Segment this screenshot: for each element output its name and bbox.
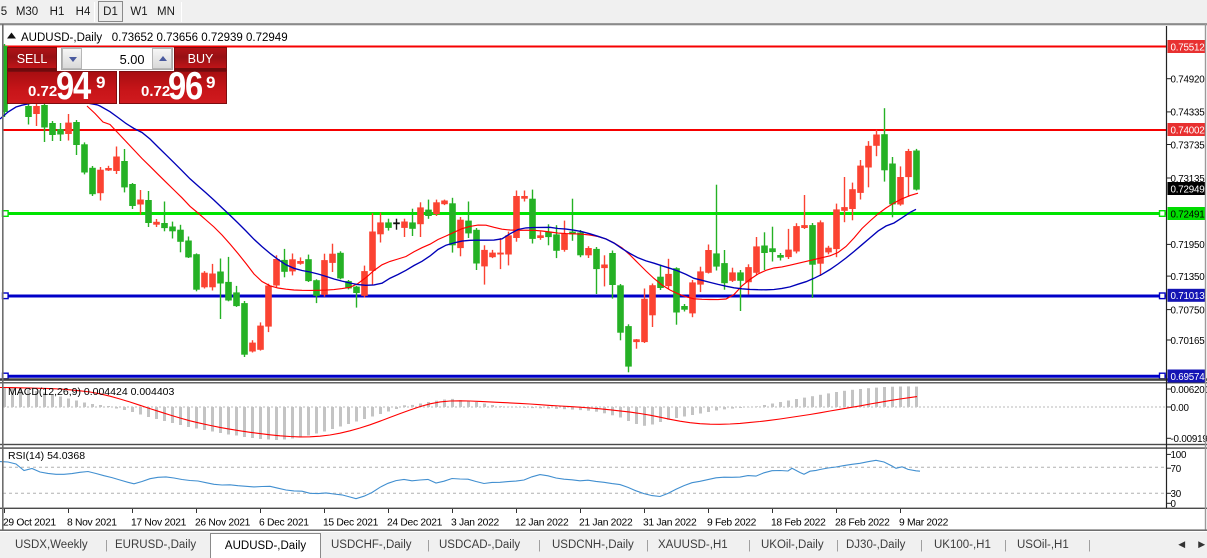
svg-text:24 Dec 2021: 24 Dec 2021 xyxy=(387,518,443,529)
svg-text:0.71013: 0.71013 xyxy=(1171,291,1206,302)
svg-text:0.70165: 0.70165 xyxy=(1171,336,1206,347)
svg-text:0.72491: 0.72491 xyxy=(1171,209,1205,220)
svg-text:28 Feb 2022: 28 Feb 2022 xyxy=(835,518,890,529)
svg-text:MACD(12,26,9) 0.004424 0.00440: MACD(12,26,9) 0.004424 0.004403 xyxy=(8,386,175,398)
svg-text:0.74335: 0.74335 xyxy=(1171,108,1206,119)
svg-text:6 Dec 2021: 6 Dec 2021 xyxy=(259,518,309,529)
svg-text:0.71950: 0.71950 xyxy=(1171,240,1206,251)
svg-text:18 Feb 2022: 18 Feb 2022 xyxy=(771,518,826,529)
svg-text:15 Dec 2021: 15 Dec 2021 xyxy=(323,518,379,529)
svg-text:0.74920: 0.74920 xyxy=(1171,75,1206,86)
svg-text:30: 30 xyxy=(1171,489,1182,500)
svg-text:0.75512: 0.75512 xyxy=(1171,42,1205,53)
svg-text:0.73735: 0.73735 xyxy=(1171,140,1206,151)
svg-text:12 Jan 2022: 12 Jan 2022 xyxy=(515,518,569,529)
svg-text:31 Jan 2022: 31 Jan 2022 xyxy=(643,518,697,529)
svg-text:21 Jan 2022: 21 Jan 2022 xyxy=(579,518,633,529)
svg-text:8 Nov 2021: 8 Nov 2021 xyxy=(67,518,117,529)
svg-text:3 Jan 2022: 3 Jan 2022 xyxy=(451,518,500,529)
svg-text:29 Oct 2021: 29 Oct 2021 xyxy=(3,518,56,529)
svg-text:0: 0 xyxy=(1171,499,1177,510)
svg-text:9 Mar 2022: 9 Mar 2022 xyxy=(899,518,949,529)
svg-text:RSI(14) 54.0368: RSI(14) 54.0368 xyxy=(8,450,85,462)
svg-text:AUDUSD-,Daily 0.73652 0.7365: AUDUSD-,Daily 0.73652 0.73656 0.72939 0.… xyxy=(21,32,288,44)
svg-text:0.00: 0.00 xyxy=(1171,403,1190,414)
svg-text:17 Nov 2021: 17 Nov 2021 xyxy=(131,518,187,529)
svg-text:26 Nov 2021: 26 Nov 2021 xyxy=(195,518,251,529)
svg-text:0.72949: 0.72949 xyxy=(1171,184,1205,195)
svg-text:0.69574: 0.69574 xyxy=(1171,372,1206,383)
svg-text:0.74002: 0.74002 xyxy=(1171,125,1205,136)
svg-text:0.73135: 0.73135 xyxy=(1171,174,1206,185)
svg-text:-0.00919: -0.00919 xyxy=(1171,434,1207,445)
svg-text:9 Feb 2022: 9 Feb 2022 xyxy=(707,518,757,529)
svg-text:70: 70 xyxy=(1171,464,1182,475)
svg-text:100: 100 xyxy=(1171,450,1187,461)
svg-text:0.70750: 0.70750 xyxy=(1171,305,1206,316)
svg-text:0.71350: 0.71350 xyxy=(1171,272,1206,283)
svg-text:0.006201: 0.006201 xyxy=(1171,385,1207,396)
